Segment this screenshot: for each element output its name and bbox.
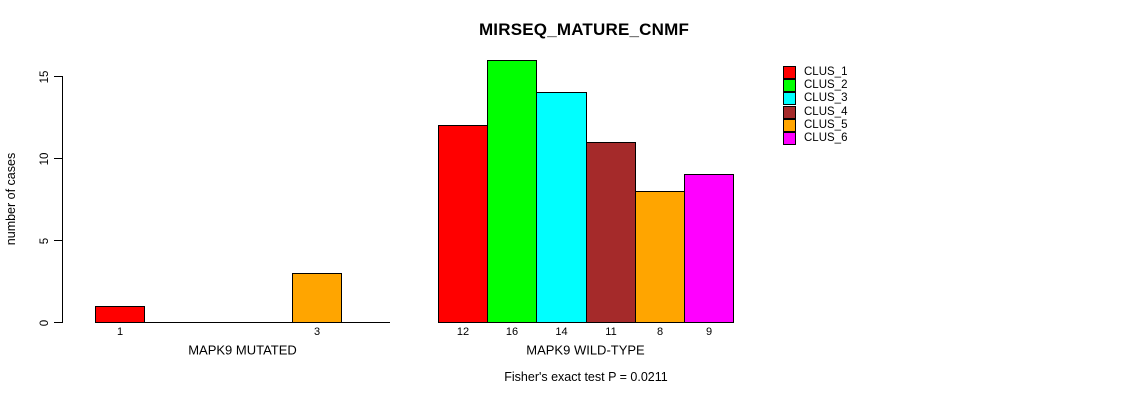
bar-value-label: 14 — [555, 326, 568, 338]
bar-CLUS_2 — [487, 60, 537, 323]
bar-value-label: 12 — [456, 326, 470, 338]
bar-CLUS_1 — [438, 125, 488, 323]
bar-value-label: 16 — [505, 326, 519, 338]
bar-value-label: 8 — [656, 326, 664, 338]
bar-CLUS_6 — [684, 174, 734, 323]
legend-item-clus_6: CLUS_6 — [783, 131, 848, 145]
y-axis-tick — [54, 158, 62, 159]
legend-label: CLUS_2 — [804, 79, 848, 92]
y-axis-tick-label: 15 — [39, 70, 51, 83]
y-axis-tick — [54, 76, 62, 77]
group-label: MAPK9 MUTATED — [188, 342, 297, 358]
legend-label: CLUS_6 — [804, 131, 848, 144]
legend-swatch-icon — [783, 79, 796, 93]
legend-label: CLUS_1 — [804, 66, 848, 78]
legend-item-clus_2: CLUS_2 — [783, 79, 848, 93]
y-axis-tick-label: 0 — [39, 319, 51, 326]
x-baseline — [95, 322, 390, 323]
bar-value-label: 9 — [705, 326, 713, 338]
legend-label: CLUS_3 — [804, 92, 848, 105]
bar-value-label: 1 — [116, 326, 124, 338]
legend-swatch-icon — [783, 118, 796, 132]
chart-title: MIRSEQ_MATURE_CNMF — [478, 20, 690, 39]
legend-item-clus_5: CLUS_5 — [783, 118, 848, 132]
legend-swatch-icon — [783, 131, 796, 145]
bar-CLUS_1 — [95, 306, 145, 323]
legend-item-clus_1: CLUS_1 — [783, 66, 847, 79]
y-axis-tick — [54, 240, 62, 241]
legend-label: CLUS_4 — [804, 105, 848, 118]
y-axis-label: number of cases — [4, 152, 18, 246]
y-axis-tick-label: 10 — [39, 152, 51, 165]
annotation-text: Fisher's exact test P = 0.0211 — [504, 370, 668, 384]
bar-value-label: 3 — [313, 326, 321, 338]
bar-value-label: 11 — [605, 326, 617, 338]
legend-item-clus_4: CLUS_4 — [783, 105, 848, 119]
legend-label: CLUS_5 — [804, 118, 848, 131]
legend-swatch-icon — [783, 92, 796, 106]
legend-swatch-icon — [783, 66, 796, 79]
y-axis-line — [62, 76, 63, 323]
group-label: MAPK9 WILD-TYPE — [526, 342, 645, 358]
legend-swatch-icon — [783, 105, 796, 119]
y-axis-tick-label: 5 — [39, 237, 51, 244]
bar-CLUS_5 — [292, 273, 342, 323]
legend-item-clus_3: CLUS_3 — [783, 92, 848, 106]
bar-CLUS_3 — [536, 92, 587, 323]
y-axis-tick — [54, 322, 62, 323]
bar-CLUS_4 — [586, 142, 636, 323]
bar-CLUS_5 — [635, 191, 685, 323]
